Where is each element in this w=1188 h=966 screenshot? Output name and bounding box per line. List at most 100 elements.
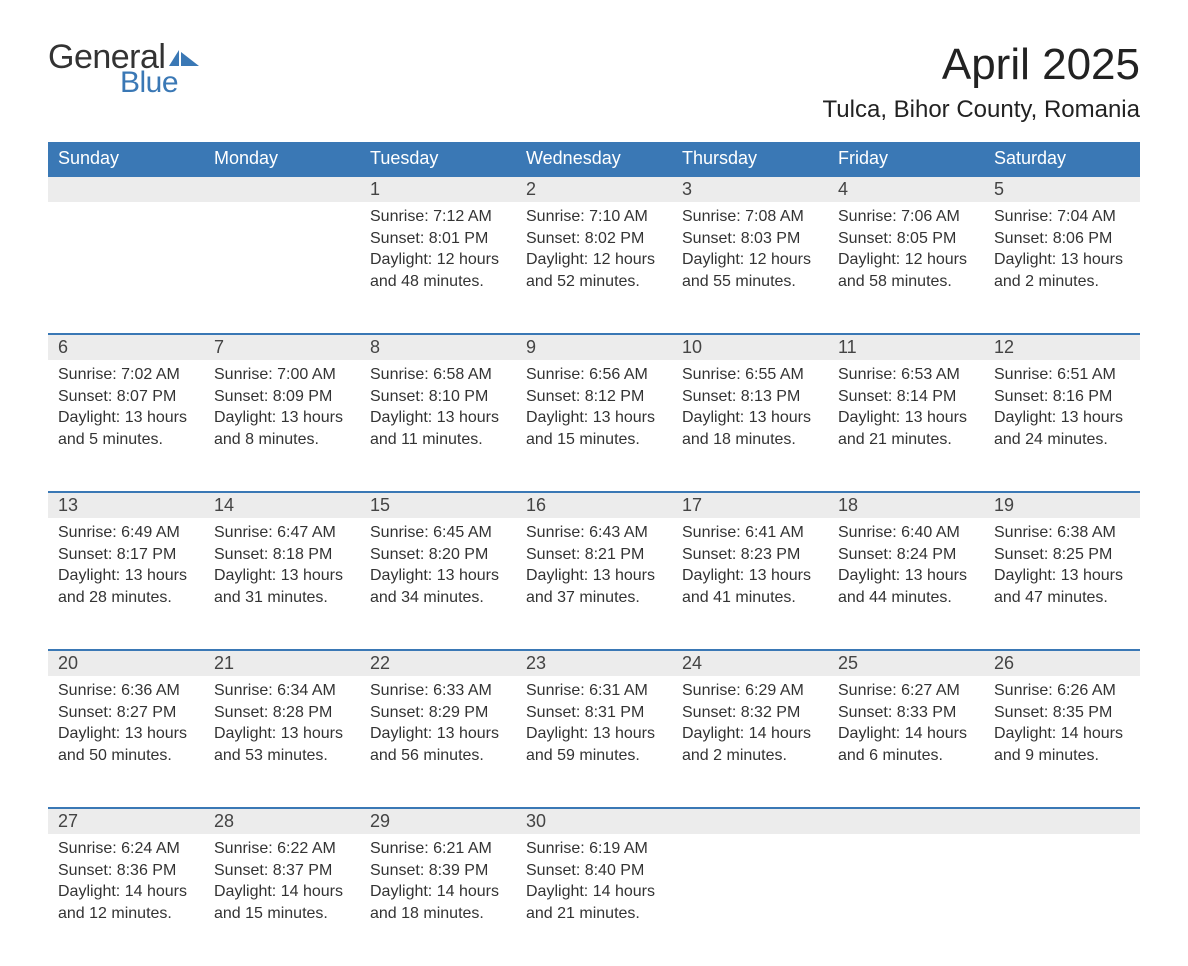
sunset-line: Sunset: 8:37 PM [214, 860, 350, 882]
day-header: Tuesday [360, 142, 516, 176]
sunset-line: Sunset: 8:14 PM [838, 386, 974, 408]
sunrise-line: Sunrise: 6:19 AM [526, 838, 662, 860]
day-number: 28 [204, 809, 360, 834]
day-number: 18 [828, 493, 984, 518]
sunrise-line: Sunrise: 6:53 AM [838, 364, 974, 386]
sunrise-line: Sunrise: 7:12 AM [370, 206, 506, 228]
day-number: 4 [828, 177, 984, 202]
day-number-cell: 11 [828, 334, 984, 360]
empty-cell [48, 202, 204, 334]
day-number-cell: 7 [204, 334, 360, 360]
day-cell: Sunrise: 6:27 AMSunset: 8:33 PMDaylight:… [828, 676, 984, 808]
sunset-line: Sunset: 8:33 PM [838, 702, 974, 724]
day-number-cell: 14 [204, 492, 360, 518]
sunrise-line: Sunrise: 6:26 AM [994, 680, 1130, 702]
week-daynum-row: 27282930 [48, 808, 1140, 834]
sunrise-line: Sunrise: 6:31 AM [526, 680, 662, 702]
empty-cell [984, 834, 1140, 966]
month-title: April 2025 [823, 40, 1140, 90]
day-cell: Sunrise: 7:08 AMSunset: 8:03 PMDaylight:… [672, 202, 828, 334]
day-details: Sunrise: 6:49 AMSunset: 8:17 PMDaylight:… [48, 518, 204, 616]
daylight-line: Daylight: 13 hours and 31 minutes. [214, 565, 350, 608]
day-number [984, 809, 1140, 813]
day-cell: Sunrise: 6:51 AMSunset: 8:16 PMDaylight:… [984, 360, 1140, 492]
day-details: Sunrise: 6:40 AMSunset: 8:24 PMDaylight:… [828, 518, 984, 616]
day-number-cell: 2 [516, 176, 672, 202]
sunrise-line: Sunrise: 6:24 AM [58, 838, 194, 860]
sunset-line: Sunset: 8:20 PM [370, 544, 506, 566]
day-number [204, 177, 360, 181]
day-number: 27 [48, 809, 204, 834]
day-details: Sunrise: 7:06 AMSunset: 8:05 PMDaylight:… [828, 202, 984, 300]
day-number: 17 [672, 493, 828, 518]
sunrise-line: Sunrise: 6:41 AM [682, 522, 818, 544]
week-daynum-row: 13141516171819 [48, 492, 1140, 518]
logo-text-blue: Blue [120, 68, 201, 98]
day-details: Sunrise: 7:04 AMSunset: 8:06 PMDaylight:… [984, 202, 1140, 300]
empty-cell [828, 834, 984, 966]
daylight-line: Daylight: 13 hours and 11 minutes. [370, 407, 506, 450]
sunrise-line: Sunrise: 6:56 AM [526, 364, 662, 386]
day-number-cell: 23 [516, 650, 672, 676]
sunset-line: Sunset: 8:06 PM [994, 228, 1130, 250]
day-number-cell: 13 [48, 492, 204, 518]
sunset-line: Sunset: 8:31 PM [526, 702, 662, 724]
day-number: 12 [984, 335, 1140, 360]
day-cell: Sunrise: 6:38 AMSunset: 8:25 PMDaylight:… [984, 518, 1140, 650]
day-number-cell: 22 [360, 650, 516, 676]
sunset-line: Sunset: 8:10 PM [370, 386, 506, 408]
sunset-line: Sunset: 8:32 PM [682, 702, 818, 724]
day-details: Sunrise: 7:02 AMSunset: 8:07 PMDaylight:… [48, 360, 204, 458]
sunrise-line: Sunrise: 7:08 AM [682, 206, 818, 228]
day-number-cell: 16 [516, 492, 672, 518]
daylight-line: Daylight: 13 hours and 37 minutes. [526, 565, 662, 608]
day-cell: Sunrise: 7:10 AMSunset: 8:02 PMDaylight:… [516, 202, 672, 334]
sunset-line: Sunset: 8:03 PM [682, 228, 818, 250]
day-number-cell: 9 [516, 334, 672, 360]
daylight-line: Daylight: 13 hours and 24 minutes. [994, 407, 1130, 450]
day-number-cell: 19 [984, 492, 1140, 518]
daylight-line: Daylight: 13 hours and 28 minutes. [58, 565, 194, 608]
day-number [672, 809, 828, 813]
week-body-row: Sunrise: 7:12 AMSunset: 8:01 PMDaylight:… [48, 202, 1140, 334]
sunset-line: Sunset: 8:02 PM [526, 228, 662, 250]
day-number: 13 [48, 493, 204, 518]
sunrise-line: Sunrise: 6:40 AM [838, 522, 974, 544]
day-header: Friday [828, 142, 984, 176]
day-details: Sunrise: 6:34 AMSunset: 8:28 PMDaylight:… [204, 676, 360, 774]
day-number-cell: 25 [828, 650, 984, 676]
day-number: 16 [516, 493, 672, 518]
day-details: Sunrise: 6:51 AMSunset: 8:16 PMDaylight:… [984, 360, 1140, 458]
sunrise-line: Sunrise: 6:27 AM [838, 680, 974, 702]
sunrise-line: Sunrise: 6:38 AM [994, 522, 1130, 544]
week-body-row: Sunrise: 6:49 AMSunset: 8:17 PMDaylight:… [48, 518, 1140, 650]
day-number: 9 [516, 335, 672, 360]
day-number: 6 [48, 335, 204, 360]
day-details: Sunrise: 6:26 AMSunset: 8:35 PMDaylight:… [984, 676, 1140, 774]
day-number: 3 [672, 177, 828, 202]
day-number: 2 [516, 177, 672, 202]
day-number: 30 [516, 809, 672, 834]
day-cell: Sunrise: 6:53 AMSunset: 8:14 PMDaylight:… [828, 360, 984, 492]
day-number: 25 [828, 651, 984, 676]
sunrise-line: Sunrise: 6:47 AM [214, 522, 350, 544]
day-number: 19 [984, 493, 1140, 518]
day-number-cell: 8 [360, 334, 516, 360]
sunrise-line: Sunrise: 7:06 AM [838, 206, 974, 228]
day-cell: Sunrise: 6:40 AMSunset: 8:24 PMDaylight:… [828, 518, 984, 650]
sunset-line: Sunset: 8:28 PM [214, 702, 350, 724]
sunrise-line: Sunrise: 6:34 AM [214, 680, 350, 702]
sunset-line: Sunset: 8:39 PM [370, 860, 506, 882]
daylight-line: Daylight: 13 hours and 47 minutes. [994, 565, 1130, 608]
week-daynum-row: 6789101112 [48, 334, 1140, 360]
day-details: Sunrise: 6:31 AMSunset: 8:31 PMDaylight:… [516, 676, 672, 774]
empty-cell [204, 176, 360, 202]
empty-cell [204, 202, 360, 334]
day-details: Sunrise: 7:08 AMSunset: 8:03 PMDaylight:… [672, 202, 828, 300]
sunrise-line: Sunrise: 6:58 AM [370, 364, 506, 386]
day-number [48, 177, 204, 181]
sunset-line: Sunset: 8:23 PM [682, 544, 818, 566]
day-details: Sunrise: 6:55 AMSunset: 8:13 PMDaylight:… [672, 360, 828, 458]
empty-cell [672, 808, 828, 834]
daylight-line: Daylight: 12 hours and 58 minutes. [838, 249, 974, 292]
